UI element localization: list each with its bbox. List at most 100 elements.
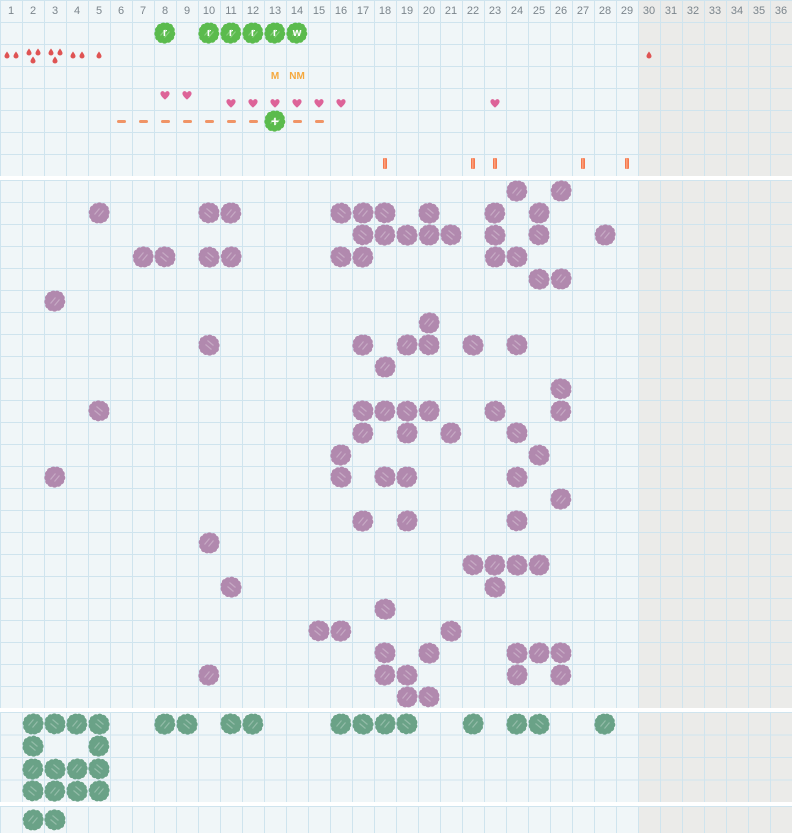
purple-blob-marker[interactable] bbox=[505, 509, 529, 533]
green-blob-marker[interactable] bbox=[461, 712, 485, 736]
flow-drops-marker[interactable] bbox=[88, 44, 110, 66]
day-number[interactable]: 28 bbox=[598, 5, 612, 17]
heart-icon[interactable] bbox=[225, 98, 237, 109]
purple-blob-marker[interactable] bbox=[549, 399, 573, 423]
purple-blob-marker[interactable] bbox=[549, 267, 573, 291]
green-blob-marker[interactable] bbox=[43, 757, 67, 781]
day-number[interactable]: 17 bbox=[356, 5, 370, 17]
purple-blob-marker[interactable] bbox=[395, 421, 419, 445]
purple-blob-marker[interactable] bbox=[527, 201, 551, 225]
purple-blob-marker[interactable] bbox=[87, 201, 111, 225]
heart-icon[interactable] bbox=[159, 90, 171, 101]
purple-blob-marker[interactable] bbox=[461, 333, 485, 357]
purple-blob-marker[interactable] bbox=[483, 399, 507, 423]
purple-blob-marker[interactable] bbox=[439, 619, 463, 643]
purple-blob-marker[interactable] bbox=[197, 333, 221, 357]
day-number[interactable]: 4 bbox=[73, 5, 81, 17]
purple-blob-marker[interactable] bbox=[461, 553, 485, 577]
purple-blob-marker[interactable] bbox=[395, 399, 419, 423]
purple-blob-marker[interactable] bbox=[549, 641, 573, 665]
purple-blob-marker[interactable] bbox=[197, 531, 221, 555]
green-blob-marker[interactable] bbox=[65, 779, 89, 803]
purple-blob-marker[interactable] bbox=[527, 641, 551, 665]
flow-drops-marker[interactable] bbox=[44, 44, 66, 66]
purple-blob-marker[interactable] bbox=[351, 421, 375, 445]
day-number[interactable]: 20 bbox=[422, 5, 436, 17]
purple-blob-marker[interactable] bbox=[439, 421, 463, 445]
green-letter-marker[interactable]: r bbox=[241, 21, 265, 45]
negative-test-dash[interactable] bbox=[204, 119, 214, 123]
purple-blob-marker[interactable] bbox=[549, 179, 573, 203]
purple-blob-marker[interactable] bbox=[593, 223, 617, 247]
day-number[interactable]: 14 bbox=[290, 5, 304, 17]
day-number[interactable]: 5 bbox=[95, 5, 103, 17]
purple-blob-marker[interactable] bbox=[417, 399, 441, 423]
purple-blob-marker[interactable] bbox=[505, 333, 529, 357]
negative-test-dash[interactable] bbox=[160, 119, 170, 123]
day-number[interactable]: 35 bbox=[752, 5, 766, 17]
heart-icon[interactable] bbox=[313, 98, 325, 109]
purple-blob-marker[interactable] bbox=[351, 245, 375, 269]
heart-icon[interactable] bbox=[181, 90, 193, 101]
purple-blob-marker[interactable] bbox=[483, 553, 507, 577]
purple-blob-marker[interactable] bbox=[483, 201, 507, 225]
purple-blob-marker[interactable] bbox=[373, 223, 397, 247]
green-blob-marker[interactable] bbox=[153, 712, 177, 736]
purple-blob-marker[interactable] bbox=[329, 443, 353, 467]
flow-drops-marker[interactable] bbox=[22, 44, 44, 66]
day-number[interactable]: 18 bbox=[378, 5, 392, 17]
day-number[interactable]: 24 bbox=[510, 5, 524, 17]
heart-icon[interactable] bbox=[269, 98, 281, 109]
tick-bar-marker[interactable] bbox=[581, 157, 585, 169]
purple-blob-marker[interactable] bbox=[505, 245, 529, 269]
purple-blob-marker[interactable] bbox=[527, 443, 551, 467]
day-number[interactable]: 21 bbox=[444, 5, 458, 17]
purple-blob-marker[interactable] bbox=[549, 377, 573, 401]
green-blob-marker[interactable] bbox=[87, 734, 111, 758]
day-number[interactable]: 9 bbox=[183, 5, 191, 17]
purple-blob-marker[interactable] bbox=[417, 201, 441, 225]
green-letter-marker[interactable]: r bbox=[153, 21, 177, 45]
flow-drops-marker[interactable] bbox=[638, 44, 660, 66]
day-number[interactable]: 10 bbox=[202, 5, 216, 17]
purple-blob-marker[interactable] bbox=[329, 465, 353, 489]
green-blob-marker[interactable] bbox=[395, 712, 419, 736]
purple-blob-marker[interactable] bbox=[395, 663, 419, 687]
negative-test-dash[interactable] bbox=[248, 119, 258, 123]
green-blob-marker[interactable] bbox=[21, 779, 45, 803]
day-number[interactable]: 13 bbox=[268, 5, 282, 17]
day-number[interactable]: 32 bbox=[686, 5, 700, 17]
purple-blob-marker[interactable] bbox=[43, 289, 67, 313]
day-number[interactable]: 27 bbox=[576, 5, 590, 17]
purple-blob-marker[interactable] bbox=[131, 245, 155, 269]
day-number[interactable]: 34 bbox=[730, 5, 744, 17]
green-blob-marker[interactable] bbox=[527, 712, 551, 736]
green-blob-marker[interactable] bbox=[65, 712, 89, 736]
day-number[interactable]: 16 bbox=[334, 5, 348, 17]
green-blob-marker[interactable] bbox=[87, 712, 111, 736]
purple-blob-marker[interactable] bbox=[395, 509, 419, 533]
purple-blob-marker[interactable] bbox=[219, 201, 243, 225]
green-blob-marker[interactable] bbox=[43, 779, 67, 803]
purple-blob-marker[interactable] bbox=[373, 597, 397, 621]
purple-blob-marker[interactable] bbox=[417, 311, 441, 335]
tick-bar-marker[interactable] bbox=[493, 157, 497, 169]
purple-blob-marker[interactable] bbox=[219, 575, 243, 599]
heart-icon[interactable] bbox=[335, 98, 347, 109]
green-letter-marker[interactable]: r bbox=[263, 21, 287, 45]
heart-icon[interactable] bbox=[291, 98, 303, 109]
moon-phase-label[interactable]: M bbox=[270, 71, 280, 82]
purple-blob-marker[interactable] bbox=[417, 641, 441, 665]
purple-blob-marker[interactable] bbox=[351, 223, 375, 247]
day-number[interactable]: 8 bbox=[161, 5, 169, 17]
purple-blob-marker[interactable] bbox=[351, 509, 375, 533]
purple-blob-marker[interactable] bbox=[329, 245, 353, 269]
purple-blob-marker[interactable] bbox=[527, 267, 551, 291]
moon-phase-label[interactable]: NM bbox=[289, 71, 305, 82]
tick-bar-marker[interactable] bbox=[471, 157, 475, 169]
purple-blob-marker[interactable] bbox=[373, 355, 397, 379]
purple-blob-marker[interactable] bbox=[329, 201, 353, 225]
tick-bar-marker[interactable] bbox=[383, 157, 387, 169]
purple-blob-marker[interactable] bbox=[483, 575, 507, 599]
day-number[interactable]: 31 bbox=[664, 5, 678, 17]
